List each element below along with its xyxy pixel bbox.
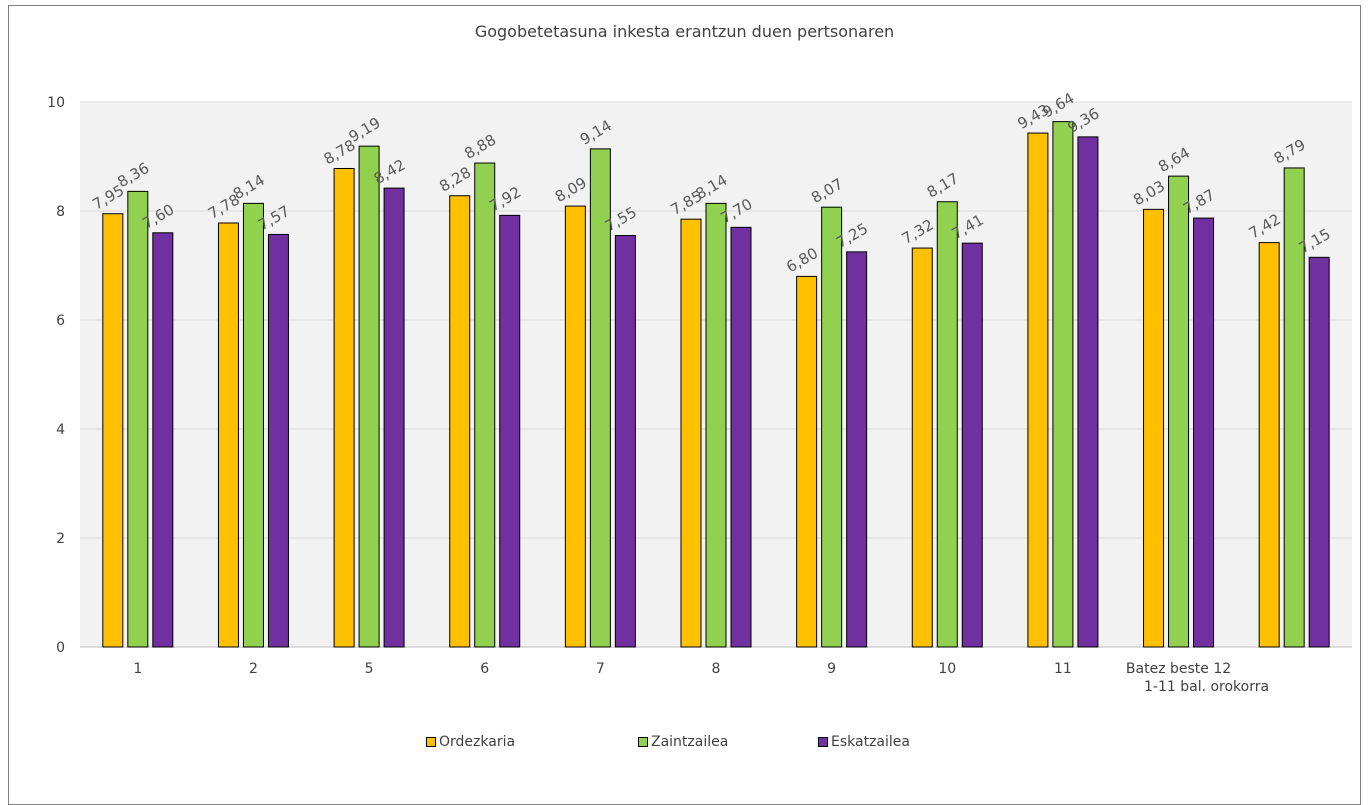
bar-eskatzailea [383,187,405,648]
bar-zaintzailea [821,206,843,648]
legend-label: Eskatzailea [831,734,910,750]
bar-eskatzailea [152,232,174,648]
bar-ordezkaria [680,218,702,648]
bar-zaintzailea [127,190,149,648]
bar-eskatzailea [1077,136,1099,648]
bar-zaintzailea [589,148,611,648]
legend-swatch [818,737,828,747]
bar-ordezkaria [449,195,471,648]
y-tick-label: 6 [56,313,65,329]
y-tick-label: 0 [56,640,65,656]
bar-ordezkaria [217,222,239,648]
bar-eskatzailea [1193,217,1215,648]
bar-zaintzailea [358,145,380,648]
bar-ordezkaria [333,167,355,648]
y-tick-label: 8 [56,204,65,220]
bar-eskatzailea [961,242,983,648]
bar-eskatzailea [1308,256,1330,648]
bar-eskatzailea [267,233,289,648]
bar-eskatzailea [846,251,868,648]
x-tick-label: 1 [133,661,142,677]
y-tick-label: 10 [47,95,65,111]
x-tick-label: Batez beste 12 [1126,661,1231,677]
legend-swatch [426,737,436,747]
bar-eskatzailea [614,235,636,648]
x-tick-label: 10 [938,661,956,677]
bar-zaintzailea [705,202,727,648]
legend-label: Ordezkaria [439,734,516,750]
y-tick-label: 4 [56,422,65,438]
x-tick-label: 8 [712,661,721,677]
bar-zaintzailea [1283,167,1305,648]
bar-zaintzailea [1168,175,1190,648]
x-tick-label: 7 [596,661,605,677]
legend-label: Zaintzailea [651,734,729,750]
bar-ordezkaria [564,205,586,648]
x-tick-label: 6 [480,661,489,677]
y-tick-label: 2 [56,531,65,547]
bar-zaintzailea [936,201,958,648]
bar-ordezkaria [1258,242,1280,648]
x-tick-label: 2 [249,661,258,677]
bar-ordezkaria [102,213,124,648]
bar-zaintzailea [1052,121,1074,648]
bar-ordezkaria [911,247,933,648]
x-tick-label: 1-11 bal. orokorra [1144,679,1269,695]
legend: Ordezkaria Zaintzailea Eskatzailea [0,734,1369,752]
x-tick-label: 9 [827,661,836,677]
legend-item-zaintzailea: Zaintzailea [638,734,728,750]
bar-eskatzailea [499,214,521,648]
legend-item-eskatzailea: Eskatzailea [818,734,910,750]
legend-item-ordezkaria: Ordezkaria [426,734,515,750]
bar-ordezkaria [1027,132,1049,648]
bar-ordezkaria [1143,208,1165,648]
chart-title: Gogobetetasuna inkesta erantzun duen per… [474,22,895,41]
bar-eskatzailea [730,226,752,648]
x-tick-label: 11 [1054,661,1072,677]
bar-zaintzailea [474,162,496,648]
bar-ordezkaria [796,275,818,648]
bar-zaintzailea [242,202,264,648]
x-tick-label: 5 [365,661,374,677]
legend-swatch [638,737,648,747]
